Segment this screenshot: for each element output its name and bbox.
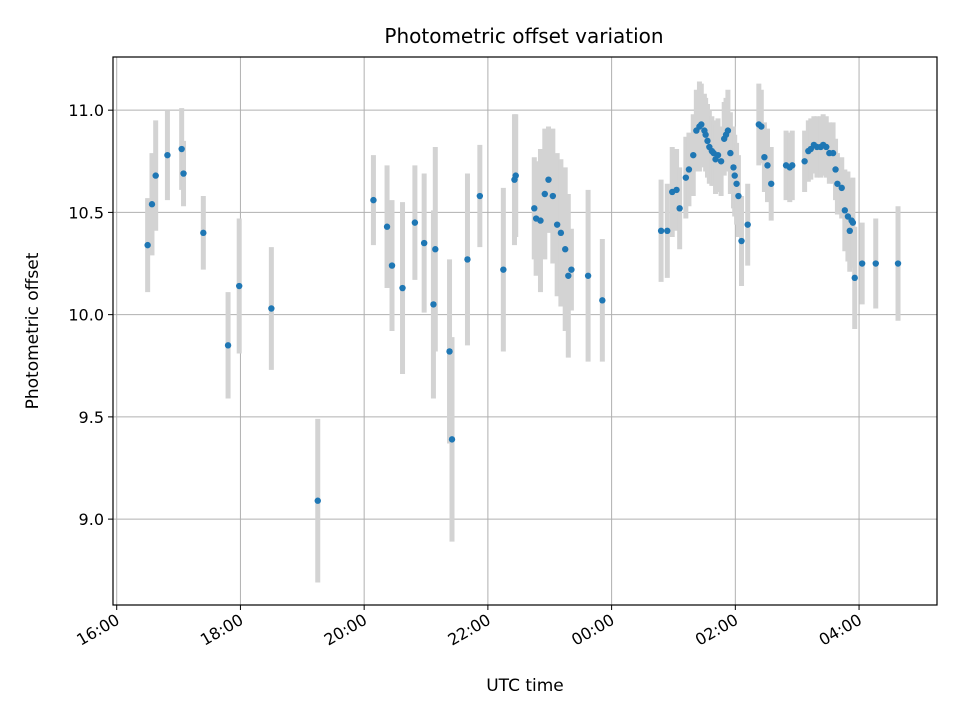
- data-point: [731, 172, 738, 179]
- data-point: [144, 241, 151, 249]
- data-point: [464, 256, 471, 263]
- data-point: [676, 205, 683, 212]
- y-axis-title: Photometric offset: [23, 252, 43, 409]
- y-tick-label: 9.5: [79, 408, 104, 427]
- data-point: [872, 260, 879, 267]
- data-point: [537, 217, 544, 224]
- data-point: [657, 227, 665, 235]
- data-point: [476, 192, 484, 200]
- data-point: [411, 219, 419, 226]
- data-point: [823, 143, 830, 151]
- data-point: [565, 272, 572, 279]
- data-point: [789, 162, 796, 169]
- data-point: [430, 301, 437, 308]
- data-point: [512, 172, 519, 179]
- data-point: [562, 246, 569, 253]
- data-point: [268, 305, 275, 312]
- data-point: [549, 192, 557, 200]
- data-point: [702, 131, 709, 138]
- y-tick-label: 9.0: [79, 510, 104, 529]
- data-point: [164, 151, 171, 159]
- data-point: [832, 166, 839, 173]
- data-point: [801, 158, 808, 165]
- data-point: [314, 497, 321, 504]
- data-point: [432, 246, 439, 253]
- data-point: [557, 229, 565, 237]
- data-point: [846, 227, 853, 235]
- data-point: [685, 166, 693, 173]
- data-point: [841, 207, 849, 214]
- y-tick-label: 11.0: [68, 101, 104, 120]
- data-points: [144, 121, 902, 504]
- data-point: [758, 123, 765, 130]
- data-point: [370, 196, 377, 204]
- data-point: [682, 174, 690, 181]
- data-point: [420, 239, 428, 247]
- data-point: [388, 262, 396, 269]
- data-point: [690, 151, 697, 159]
- data-point: [599, 297, 606, 304]
- data-point: [714, 151, 722, 159]
- data-point: [584, 272, 592, 279]
- data-point: [148, 201, 156, 208]
- data-point: [844, 213, 852, 220]
- data-point: [829, 149, 837, 157]
- data-point: [704, 137, 711, 145]
- data-point: [730, 164, 737, 171]
- data-point: [500, 266, 507, 273]
- chart-title: Photometric offset variation: [384, 24, 663, 48]
- data-point: [717, 158, 725, 165]
- y-tick-label: 10.5: [68, 203, 104, 222]
- data-point: [764, 162, 771, 169]
- data-point: [446, 348, 453, 355]
- data-point: [858, 260, 866, 267]
- data-point: [894, 260, 902, 267]
- x-axis-title: UTC time: [486, 676, 564, 696]
- y-axis: 9.0 9.5 10.0 10.5 11.0: [68, 101, 113, 529]
- data-point: [553, 221, 561, 228]
- data-point: [200, 229, 207, 237]
- data-point: [224, 342, 232, 349]
- data-point: [235, 282, 243, 290]
- data-point: [727, 149, 734, 157]
- data-point: [744, 221, 751, 228]
- data-point: [724, 127, 732, 134]
- data-point: [568, 266, 575, 273]
- data-point: [448, 436, 456, 443]
- data-point: [738, 237, 745, 245]
- data-point: [180, 170, 187, 177]
- data-point: [541, 190, 548, 198]
- data-point: [178, 145, 185, 153]
- data-point: [531, 205, 538, 212]
- data-point: [664, 227, 671, 235]
- data-point: [733, 180, 740, 187]
- data-point: [761, 153, 768, 161]
- y-tick-label: 10.0: [68, 306, 104, 325]
- data-point: [399, 284, 406, 292]
- data-point: [838, 184, 845, 192]
- data-point: [698, 121, 705, 128]
- data-point: [849, 219, 857, 226]
- data-point: [834, 180, 841, 187]
- data-point: [673, 186, 680, 194]
- data-point: [768, 180, 775, 187]
- data-point: [152, 172, 159, 179]
- data-point: [735, 192, 742, 200]
- data-point: [851, 274, 858, 282]
- plot-frame: [112, 56, 938, 606]
- data-point: [545, 176, 552, 183]
- data-point: [383, 223, 391, 230]
